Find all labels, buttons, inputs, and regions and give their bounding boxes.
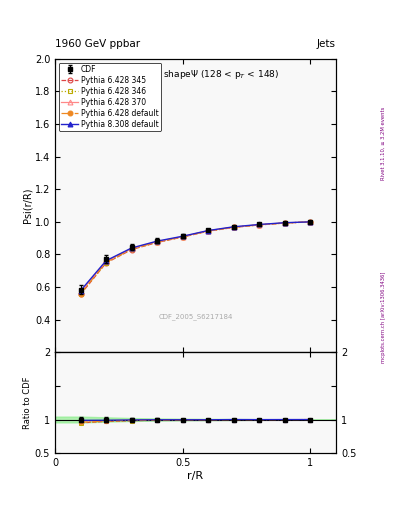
Pythia 6.428 default xyxy=(180,233,185,240)
Text: Jets: Jets xyxy=(317,38,336,49)
Text: Integral jet shapeΨ (128 < p$_T$ < 148): Integral jet shapeΨ (128 < p$_T$ < 148) xyxy=(111,68,280,81)
Pythia 6.428 346 xyxy=(180,234,185,240)
Y-axis label: Ratio to CDF: Ratio to CDF xyxy=(23,376,32,429)
Pythia 8.308 default xyxy=(78,288,83,294)
Pythia 6.428 370 xyxy=(231,224,236,230)
Pythia 8.308 default xyxy=(231,224,236,230)
Pythia 6.428 default xyxy=(129,246,134,252)
Pythia 6.428 346 xyxy=(206,228,211,234)
Pythia 6.428 default xyxy=(78,290,83,296)
Text: 1960 GeV ppbar: 1960 GeV ppbar xyxy=(55,38,140,49)
Pythia 8.308 default xyxy=(155,238,160,244)
Pythia 6.428 345 xyxy=(129,246,134,252)
Pythia 8.308 default xyxy=(104,258,108,264)
Pythia 6.428 345 xyxy=(206,228,211,234)
Pythia 6.428 370 xyxy=(308,219,313,225)
Pythia 8.308 default xyxy=(129,245,134,251)
Pythia 6.428 default xyxy=(283,220,287,226)
Pythia 6.428 370 xyxy=(78,289,83,295)
Text: mcplots.cern.ch [arXiv:1306.3436]: mcplots.cern.ch [arXiv:1306.3436] xyxy=(381,272,386,363)
Pythia 8.308 default xyxy=(308,219,313,225)
Pythia 6.428 345 xyxy=(257,222,262,228)
Pythia 6.428 345 xyxy=(104,260,108,266)
Pythia 6.428 default xyxy=(206,228,211,234)
Line: Pythia 6.428 default: Pythia 6.428 default xyxy=(78,220,313,296)
Pythia 6.428 346 xyxy=(231,224,236,230)
Pythia 8.308 default xyxy=(180,233,185,239)
Legend: CDF, Pythia 6.428 345, Pythia 6.428 346, Pythia 6.428 370, Pythia 6.428 default,: CDF, Pythia 6.428 345, Pythia 6.428 346,… xyxy=(59,62,161,131)
Pythia 6.428 345 xyxy=(283,220,287,226)
Pythia 6.428 345 xyxy=(231,224,236,230)
Pythia 6.428 345 xyxy=(155,239,160,245)
Line: Pythia 6.428 346: Pythia 6.428 346 xyxy=(78,220,313,296)
Pythia 6.428 370 xyxy=(206,228,211,234)
Pythia 6.428 370 xyxy=(180,233,185,240)
Pythia 6.428 370 xyxy=(129,245,134,251)
Pythia 6.428 346 xyxy=(78,291,83,297)
Pythia 6.428 default xyxy=(257,222,262,228)
Pythia 6.428 default xyxy=(104,259,108,265)
Pythia 6.428 346 xyxy=(308,219,313,225)
Pythia 8.308 default xyxy=(206,227,211,233)
Pythia 6.428 346 xyxy=(129,246,134,252)
Pythia 8.308 default xyxy=(283,220,287,226)
Pythia 6.428 346 xyxy=(155,239,160,245)
Pythia 6.428 346 xyxy=(104,260,108,266)
Pythia 6.428 370 xyxy=(257,222,262,228)
Pythia 6.428 345 xyxy=(308,219,313,225)
Pythia 6.428 346 xyxy=(257,222,262,228)
Pythia 6.428 346 xyxy=(283,220,287,226)
Pythia 6.428 370 xyxy=(104,258,108,264)
Pythia 6.428 default xyxy=(155,239,160,245)
Pythia 6.428 default xyxy=(308,219,313,225)
Pythia 6.428 370 xyxy=(155,239,160,245)
Text: CDF_2005_S6217184: CDF_2005_S6217184 xyxy=(158,314,233,321)
Line: Pythia 6.428 345: Pythia 6.428 345 xyxy=(78,220,313,297)
Y-axis label: Psi(r/R): Psi(r/R) xyxy=(22,188,32,223)
Pythia 6.428 345 xyxy=(78,291,83,297)
Pythia 6.428 345 xyxy=(180,234,185,240)
Pythia 8.308 default xyxy=(257,221,262,227)
X-axis label: r/R: r/R xyxy=(187,471,204,481)
Line: Pythia 8.308 default: Pythia 8.308 default xyxy=(78,220,313,293)
Text: Rivet 3.1.10, ≥ 3.2M events: Rivet 3.1.10, ≥ 3.2M events xyxy=(381,106,386,180)
Pythia 6.428 default xyxy=(231,224,236,230)
Pythia 6.428 370 xyxy=(283,220,287,226)
Line: Pythia 6.428 370: Pythia 6.428 370 xyxy=(78,220,313,294)
